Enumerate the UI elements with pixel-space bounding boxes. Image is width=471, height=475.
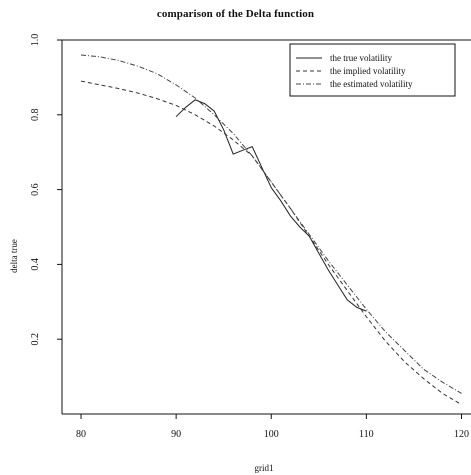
y-axis-label: delta true <box>9 239 19 273</box>
y-tick-label: 0.8 <box>30 109 41 122</box>
legend-label-3: the estimated volatility <box>330 79 413 89</box>
y-tick-label: 1.0 <box>30 34 41 47</box>
x-axis: 80 90 100 110 120 <box>76 414 469 440</box>
y-tick-label: 0.4 <box>30 258 41 271</box>
plot-frame <box>61 39 471 415</box>
x-tick-label: 110 <box>359 429 374 440</box>
legend-box <box>289 43 456 97</box>
series-line-3 <box>80 54 462 394</box>
x-tick-label: 80 <box>76 429 86 440</box>
series-line-2 <box>80 80 462 406</box>
y-tick-label: 0.6 <box>30 183 41 196</box>
legend-label-2: the implied volatility <box>330 66 406 76</box>
chart-title: comparison of the Delta function <box>156 8 315 20</box>
x-tick-label: 120 <box>454 429 469 440</box>
legend-label-1: the true volatility <box>330 53 392 63</box>
y-tick-label: 0.2 <box>30 333 41 346</box>
series-line-1 <box>175 99 367 312</box>
series-layer <box>80 54 462 406</box>
x-tick-label: 90 <box>171 429 181 440</box>
legend: the true volatility the implied volatilit… <box>289 43 456 97</box>
x-axis-label: grid1 <box>255 463 274 473</box>
x-tick-label: 100 <box>264 429 279 440</box>
y-axis: 0.2 0.4 0.6 0.8 1.0 <box>30 34 62 346</box>
